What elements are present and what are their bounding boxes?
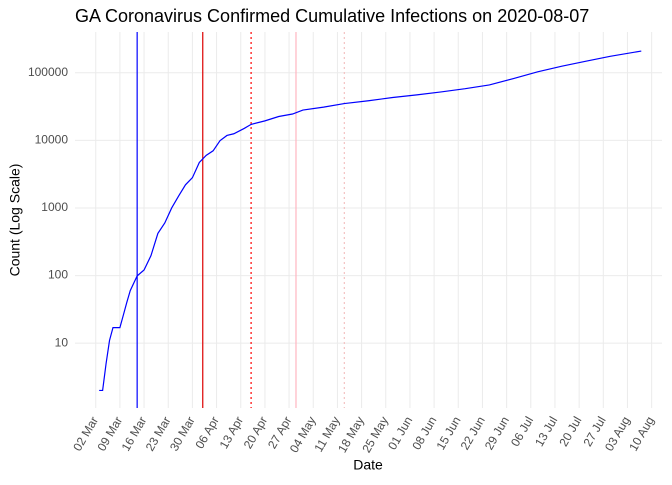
x-axis-title: Date (353, 457, 383, 473)
y-tick-label: 1000 (41, 200, 68, 214)
y-axis-title: Count (Log Scale) (7, 164, 23, 277)
y-tick-label: 100000 (28, 65, 68, 79)
x-tick-label: 20 Jul (556, 414, 584, 449)
y-tick-label: 10000 (35, 132, 69, 146)
data-line (99, 50, 642, 392)
x-tick-label: 06 Jul (508, 414, 536, 449)
y-tick-label: 10 (55, 335, 69, 349)
y-tick-label: 100 (48, 268, 68, 282)
chart-title: GA Coronavirus Confirmed Cumulative Infe… (75, 6, 589, 26)
x-tick-label: 29 Jun (482, 414, 512, 452)
x-tick-label: 13 Jul (532, 414, 560, 449)
